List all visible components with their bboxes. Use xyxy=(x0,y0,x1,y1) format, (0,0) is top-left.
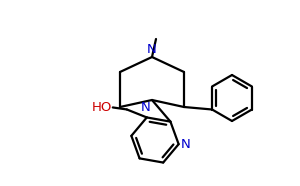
Text: N: N xyxy=(181,138,190,151)
Text: HO: HO xyxy=(92,101,112,114)
Text: N: N xyxy=(147,43,157,56)
Text: N: N xyxy=(141,101,151,114)
